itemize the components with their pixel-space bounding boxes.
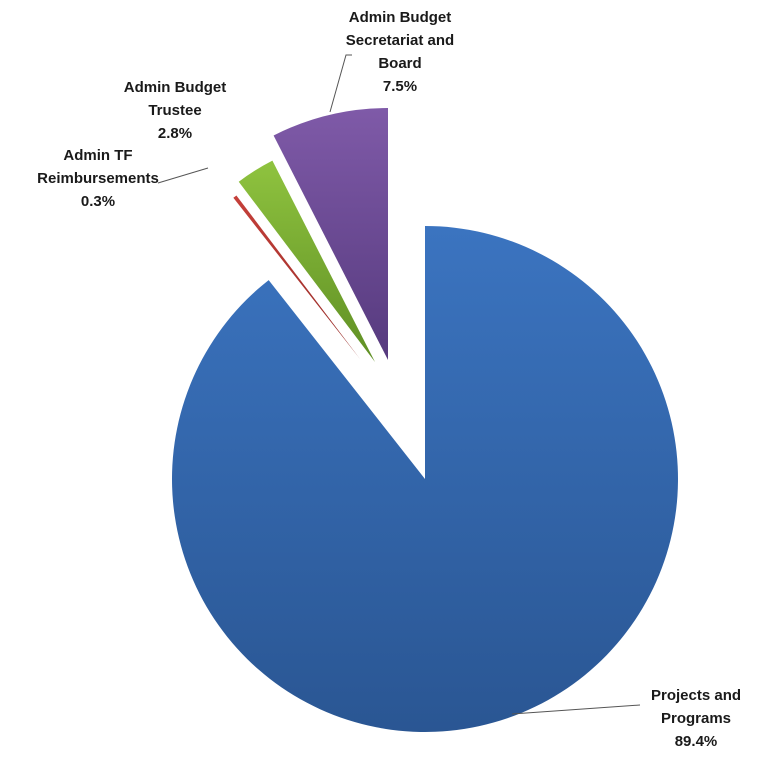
slice-label-1: Admin TF Reimbursements 0.3% xyxy=(37,147,159,210)
slice-label-2: Admin Budget Trustee 2.8% xyxy=(124,79,227,142)
pie-slice-3 xyxy=(273,108,388,360)
slice-percent-label: 7.5% xyxy=(383,78,417,95)
slice-name-label: Board xyxy=(378,55,421,72)
slice-percent-label: 0.3% xyxy=(81,193,115,210)
pie-slice-2 xyxy=(238,160,375,362)
data-labels: Projects and Programs 89.4% Admin TF Reimbur… xyxy=(37,9,741,750)
slice-name-label: Admin Budget xyxy=(349,9,452,26)
slice-label-3: Admin Budget Secretariat and Board 7.5% xyxy=(346,9,454,95)
slice-name-label: Admin Budget xyxy=(124,79,227,96)
slice-percent-label: 2.8% xyxy=(158,125,192,142)
slice-name-label: Reimbursements xyxy=(37,170,159,187)
slice-percent-label: 89.4% xyxy=(675,733,718,750)
leader-line-1 xyxy=(157,167,209,184)
slice-name-label: Trustee xyxy=(148,102,201,119)
pie-slice-1 xyxy=(233,195,360,359)
slice-name-label: Admin TF xyxy=(63,147,132,164)
leader-line-0 xyxy=(511,704,641,715)
leader-lines xyxy=(157,54,641,715)
slice-name-label: Programs xyxy=(661,710,731,727)
pie-slice-0 xyxy=(171,226,678,733)
leader-line-3 xyxy=(329,54,352,113)
slice-name-label: Projects and xyxy=(651,687,741,704)
pie-slices xyxy=(171,108,678,733)
slice-label-0: Projects and Programs 89.4% xyxy=(651,687,741,750)
slice-name-label: Secretariat and xyxy=(346,32,454,49)
